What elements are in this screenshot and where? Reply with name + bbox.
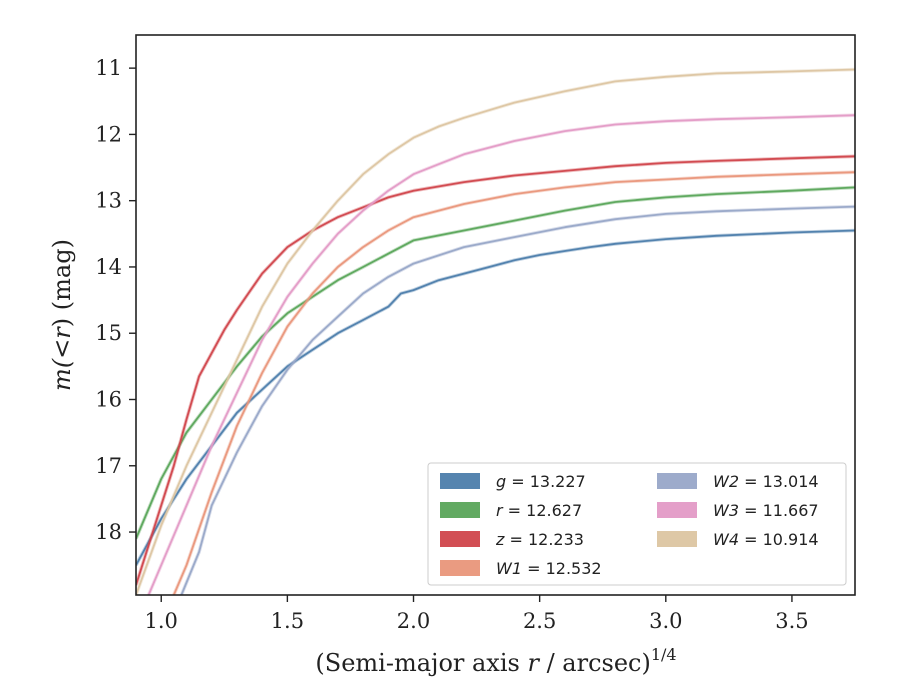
legend-swatch-r: [440, 502, 480, 518]
x-tick-label: 2.5: [523, 609, 556, 633]
legend-label-w3: W3 = 11.667: [713, 501, 819, 520]
y-axis-title-post: ) (mag): [48, 239, 76, 327]
y-tick-label: 18: [95, 520, 122, 544]
x-axis-ticks: 1.0 1.5 2.0 2.5 3.0 3.5: [145, 595, 809, 633]
y-axis-title: m(<r) (mag): [48, 239, 76, 391]
legend-swatch-g: [440, 473, 480, 489]
x-axis-title: (Semi-major axis r / arcsec)1/4: [315, 645, 676, 677]
x-axis-title-var: r: [527, 649, 540, 677]
legend-label-z: z = 12.233: [495, 530, 584, 549]
x-tick-label: 3.5: [775, 609, 808, 633]
x-tick-label: 3.0: [649, 609, 682, 633]
legend-label-r: r = 12.627: [496, 501, 582, 520]
x-axis-title-main: (Semi-major axis: [315, 649, 527, 677]
x-tick-label: 2.0: [397, 609, 430, 633]
legend-label-w1: W1 = 12.532: [496, 559, 602, 578]
y-tick-label: 15: [95, 321, 122, 345]
legend-swatch-w2: [657, 473, 697, 489]
series-line-z: [136, 155, 855, 586]
legend-label-w2: W2 = 13.014: [713, 472, 819, 491]
legend-swatch-w3: [657, 502, 697, 518]
series-line-w2: [180, 205, 855, 595]
series-line-w1: [172, 171, 855, 595]
legend: g = 13.227 r = 12.627 z = 12.233 W1 = 12.53…: [427, 462, 847, 586]
plot-frame: [135, 34, 856, 596]
x-tick-label: 1.5: [271, 609, 304, 633]
legend-swatch-z: [440, 531, 480, 547]
y-axis-title-pre: m(<: [48, 339, 76, 391]
y-tick-label: 13: [95, 189, 122, 213]
y-axis-title-var: r: [48, 326, 76, 339]
legend-label-g: g = 13.227: [496, 472, 586, 491]
legend-swatch-w1: [440, 560, 480, 576]
x-tick-label: 1.0: [145, 609, 178, 633]
y-axis-ticks: 11 12 13 14 15 16 17 18: [95, 56, 136, 544]
x-axis-title-rest: / arcsec): [539, 649, 651, 677]
series-line-w4: [136, 68, 855, 595]
y-tick-label: 16: [95, 387, 122, 411]
legend-swatch-w4: [657, 531, 697, 547]
x-axis-title-sup: 1/4: [651, 645, 677, 664]
legend-box: [427, 462, 847, 586]
series-layer: [136, 67, 855, 595]
series-line-g: [136, 229, 855, 566]
y-tick-label: 14: [95, 255, 122, 279]
series-line-r: [136, 186, 855, 540]
y-tick-label: 11: [95, 56, 122, 80]
legend-label-w4: W4 = 10.914: [713, 530, 819, 549]
y-tick-label: 17: [95, 454, 122, 478]
y-tick-label: 12: [95, 122, 122, 146]
series-line-w3: [147, 114, 855, 595]
